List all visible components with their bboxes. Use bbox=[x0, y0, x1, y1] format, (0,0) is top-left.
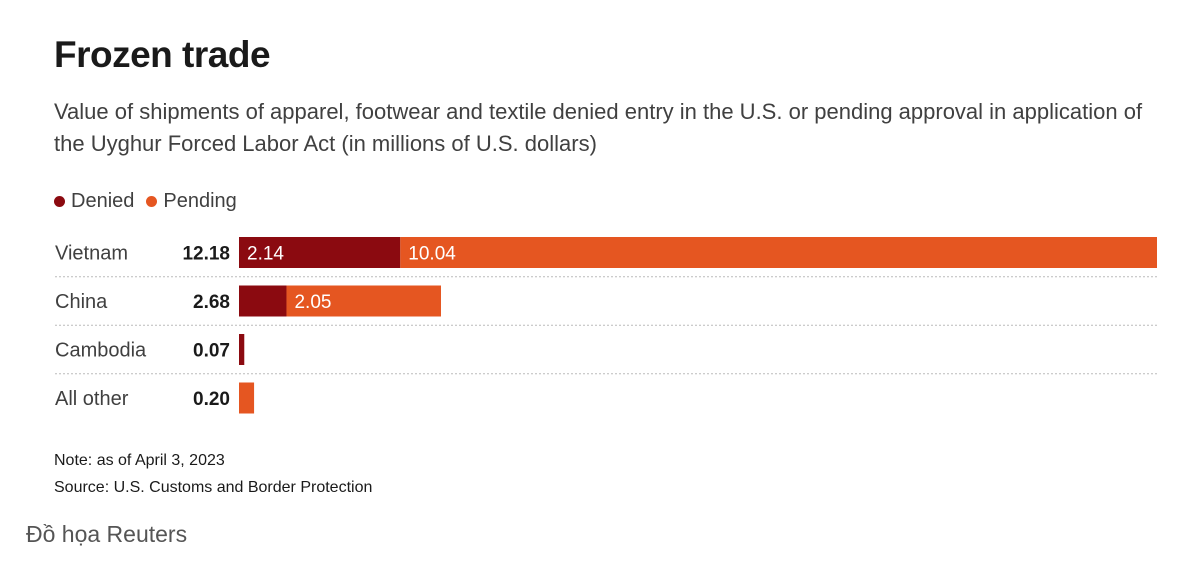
legend-label-pending: Pending bbox=[163, 190, 237, 212]
chart-title: Frozen trade bbox=[54, 34, 271, 75]
legend-item-denied: Denied bbox=[54, 190, 134, 213]
category-label-china: China bbox=[55, 291, 108, 313]
chart-notes: Note: as of April 3, 2023 Source: U.S. C… bbox=[54, 447, 372, 501]
total-label-china: 2.68 bbox=[193, 292, 230, 313]
bar-value-pending-china: 2.05 bbox=[294, 292, 331, 313]
bar-denied-china bbox=[239, 285, 287, 317]
legend-swatch-denied bbox=[54, 196, 65, 207]
legend-swatch-pending bbox=[146, 196, 158, 207]
bar-value-pending-vietnam: 10.04 bbox=[408, 244, 456, 265]
category-label-cambodia: Cambodia bbox=[55, 340, 147, 362]
legend-item-pending: Pending bbox=[146, 190, 237, 213]
bar-pending-china bbox=[286, 285, 441, 317]
source-text: Source: U.S. Customs and Border Protecti… bbox=[54, 479, 373, 496]
bar-pending-all-other bbox=[239, 382, 255, 414]
note-text: Note: as of April 3, 2023 bbox=[54, 452, 225, 469]
total-label-vietnam: 12.18 bbox=[182, 244, 230, 265]
category-label-vietnam: Vietnam bbox=[55, 243, 128, 265]
category-label-all-other: All other bbox=[55, 388, 129, 410]
total-label-all-other: 0.20 bbox=[193, 389, 230, 410]
graphic-credit: Đồ họa Reuters bbox=[26, 521, 188, 547]
total-label-cambodia: 0.07 bbox=[193, 341, 230, 362]
bar-denied-vietnam bbox=[239, 237, 401, 268]
legend: Denied Pending bbox=[54, 190, 249, 213]
chart-subtitle: Value of shipments of apparel, footwear … bbox=[54, 99, 1143, 156]
bar-value-denied-vietnam: 2.14 bbox=[247, 244, 284, 265]
bar-pending-vietnam bbox=[400, 237, 1157, 268]
legend-label-denied: Denied bbox=[71, 190, 135, 212]
bar-denied-cambodia bbox=[239, 334, 245, 365]
